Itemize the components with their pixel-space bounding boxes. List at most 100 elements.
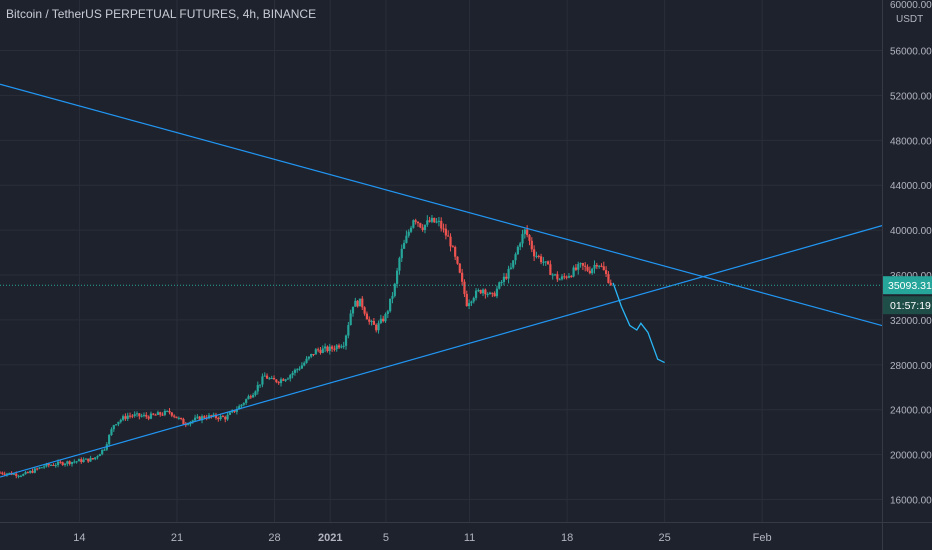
- candle-body: [598, 265, 601, 267]
- candle-body: [491, 292, 494, 294]
- candle-body: [581, 263, 584, 266]
- y-tick-label: 24000.00: [890, 406, 932, 417]
- candle-body: [409, 227, 413, 232]
- candle-body: [324, 346, 327, 349]
- candle-body: [252, 395, 255, 398]
- candle-body: [393, 283, 396, 296]
- candle-body: [444, 228, 447, 236]
- candle-body: [498, 282, 501, 289]
- candle-body: [337, 345, 341, 348]
- time-axis[interactable]: 14 21 28 2021 5 11 18 25 Feb: [0, 522, 932, 545]
- y-tick-label-top: 60000.00: [890, 0, 932, 11]
- y-tick-label: 20000.00: [890, 451, 932, 462]
- candle-body: [600, 265, 603, 267]
- candle-body: [426, 220, 429, 225]
- candle-body: [467, 303, 471, 307]
- candle-body: [147, 416, 150, 419]
- candle-body: [454, 247, 457, 257]
- candle-body: [477, 290, 480, 292]
- candle-body: [279, 379, 283, 384]
- candle-body: [502, 276, 506, 282]
- candle-body: [414, 220, 417, 222]
- candle-body: [389, 298, 392, 312]
- candle-body: [572, 267, 575, 277]
- candle-body: [242, 403, 245, 405]
- candle-body: [284, 379, 287, 381]
- candle-body: [516, 246, 519, 255]
- candle-body: [593, 264, 596, 269]
- projection-path[interactable]: [612, 282, 665, 364]
- candle-body: [435, 221, 438, 223]
- candle-body: [602, 266, 605, 271]
- candle-body: [563, 276, 566, 278]
- candle-body: [310, 353, 313, 357]
- countdown-label: 01:57:19: [890, 300, 931, 312]
- candle-body: [298, 368, 301, 370]
- candle-body: [526, 229, 529, 236]
- candle-body: [17, 475, 20, 477]
- candle-body: [382, 318, 385, 322]
- candle-body: [159, 412, 162, 415]
- candle-body: [428, 220, 431, 222]
- candle-body: [112, 425, 115, 430]
- candle-body: [198, 416, 201, 421]
- candle-body: [398, 258, 401, 271]
- candle-body: [49, 465, 53, 467]
- candle-body: [254, 391, 257, 396]
- y-tick-label: 28000.00: [890, 361, 932, 372]
- candle-body: [26, 472, 29, 474]
- candle-body: [61, 462, 64, 465]
- candle-body: [22, 474, 25, 476]
- candle-body: [3, 473, 6, 475]
- candle-body: [286, 378, 290, 380]
- candle-body: [91, 458, 94, 460]
- price-axis[interactable]: 16000.00 20000.00 24000.00 28000.00 32000.00…: [882, 0, 932, 550]
- candle-body: [235, 409, 238, 412]
- candle-body: [528, 235, 531, 241]
- symbol-title: Bitcoin / TetherUS PERPETUAL FUTURES, 4h…: [6, 7, 317, 21]
- price-unit: USDT: [896, 14, 924, 25]
- candle-body: [166, 410, 169, 412]
- candle-body: [180, 417, 183, 419]
- candle-body: [326, 346, 329, 352]
- candle-body: [1, 472, 4, 474]
- candle-body: [584, 265, 587, 267]
- candle-body: [333, 348, 336, 350]
- candle-body: [402, 242, 406, 249]
- candle-body: [379, 318, 382, 324]
- x-tick-label: 28: [268, 532, 280, 544]
- candle-body: [175, 416, 178, 419]
- candle-body: [33, 468, 36, 473]
- candle-body: [212, 414, 215, 417]
- candle-body: [249, 396, 252, 398]
- candle-body: [84, 458, 88, 460]
- candle-body: [275, 379, 278, 383]
- candle-body: [574, 267, 578, 270]
- candle-body: [291, 372, 294, 376]
- candle-body: [15, 473, 18, 476]
- x-tick-label: 2021: [318, 532, 342, 544]
- candle-body: [138, 413, 141, 417]
- candle-body: [530, 240, 533, 250]
- price-labels: 35093.31 01:57:19: [0, 276, 932, 315]
- x-tick-label: 21: [171, 532, 183, 544]
- candle-body: [8, 472, 11, 474]
- x-tick-label: 5: [383, 532, 389, 544]
- candle-body: [12, 473, 16, 475]
- candle-body: [481, 289, 485, 294]
- x-tick-label: 18: [561, 532, 573, 544]
- candle-body: [303, 362, 306, 366]
- candle-body: [474, 290, 478, 299]
- candle-body: [296, 369, 299, 371]
- candle-body: [488, 292, 492, 295]
- candle-body: [307, 356, 310, 359]
- x-tick-label: 25: [659, 532, 671, 544]
- candle-body: [358, 298, 362, 307]
- y-tick-label: 44000.00: [890, 181, 932, 192]
- candle-body: [135, 413, 139, 415]
- candle-body: [486, 294, 489, 296]
- candle-body: [328, 346, 331, 352]
- candle-body: [89, 458, 92, 462]
- candle-body: [152, 413, 155, 415]
